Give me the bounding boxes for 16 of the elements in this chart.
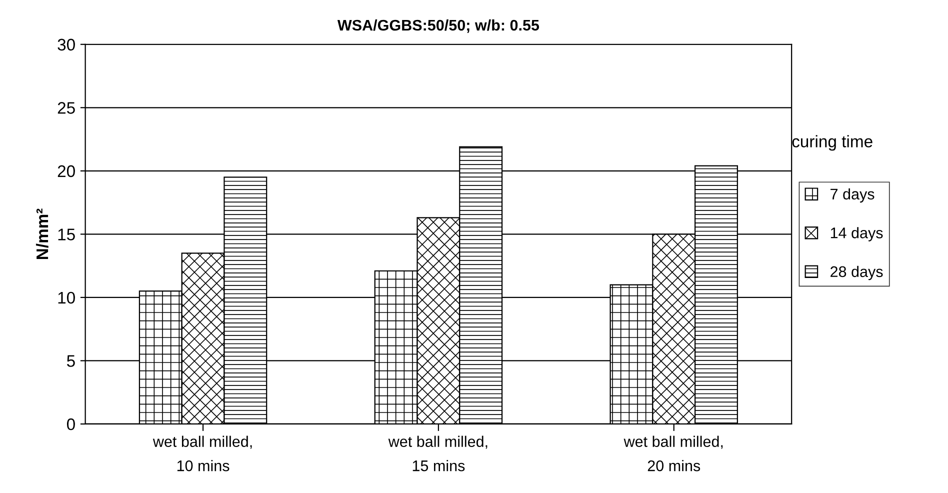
y-tick-label: 10 [58,292,75,304]
legend-label: 28 days [830,266,883,280]
legend-label: 14 days [830,227,883,242]
x-tick-label: wet ball milled, 10 mins [152,436,252,472]
y-tick-label: 15 [58,228,75,240]
x-tick-label: wet ball milled, 15 mins [388,436,488,472]
y-tick-label: 25 [58,102,75,114]
y-tick-label: 20 [58,165,75,178]
chart-title: WSA/GGBS:50/50; w/b: 0.55 [337,19,540,33]
y-axis-title: N/mm² [36,208,48,259]
legend-label: 7 days [830,188,874,203]
y-tick-label: 5 [66,355,75,367]
y-tick-label: 0 [66,418,75,430]
legend-title: curing time [792,135,872,151]
y-tick-label: 30 [58,38,75,51]
x-tick-label: wet ball milled, 20 mins [624,436,723,472]
